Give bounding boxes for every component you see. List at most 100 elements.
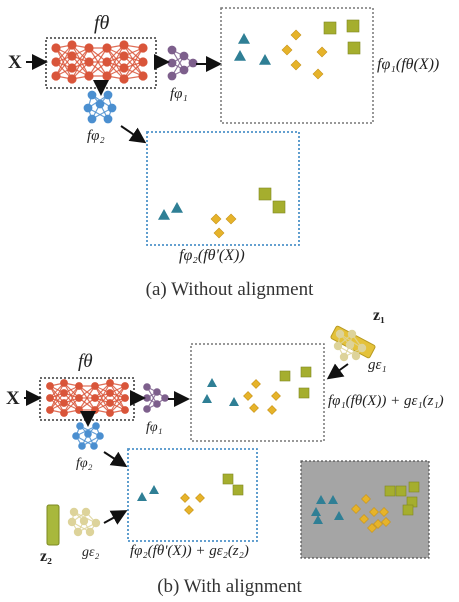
network-node <box>67 51 77 61</box>
diamond-point <box>251 379 261 389</box>
diamond-point <box>373 519 383 529</box>
network-node <box>46 382 54 390</box>
square-point <box>298 387 310 399</box>
diamond-point <box>195 493 205 503</box>
z2-code-bar <box>46 504 60 546</box>
network-edge <box>106 47 125 80</box>
triangle-point <box>259 54 271 65</box>
network-node <box>119 74 129 84</box>
head2-to-output-arrow-b <box>103 451 128 468</box>
panel-b <box>24 325 430 559</box>
network-node <box>106 389 114 397</box>
network-node <box>72 432 80 440</box>
g1-label: gε₁ <box>368 357 387 373</box>
network-node <box>87 114 97 124</box>
network-edge <box>49 382 65 411</box>
triangle-point <box>334 511 344 520</box>
network-node <box>121 382 129 390</box>
network-node <box>60 379 68 387</box>
caption-a: (a) Without alignment <box>145 279 314 300</box>
input-label-b: X <box>6 388 20 409</box>
network-node <box>351 351 361 361</box>
head1-network-b <box>143 383 169 413</box>
generator2-arrow <box>103 510 128 525</box>
network-node <box>67 63 77 73</box>
network-node <box>51 57 61 67</box>
triangle-point <box>238 33 250 44</box>
diamond-point <box>367 523 377 533</box>
network-node <box>91 394 99 402</box>
diamond-point <box>210 213 222 225</box>
head2-label-b: fφ₂ <box>76 456 93 471</box>
diamond-point <box>281 44 293 56</box>
network-node <box>106 379 114 387</box>
panel-a <box>26 7 374 246</box>
square-point <box>300 366 312 378</box>
network-node <box>143 394 151 402</box>
diamond-point <box>271 391 281 401</box>
triangle-point <box>313 515 323 524</box>
network-node <box>73 527 83 537</box>
output1-points-b <box>202 366 312 415</box>
square-point <box>395 485 407 497</box>
network-node <box>357 343 367 353</box>
network-node <box>75 406 83 414</box>
network-edge <box>123 44 144 77</box>
output1-box-a <box>220 7 374 124</box>
head1-label-a: fφ₁ <box>170 86 188 102</box>
triangle-point <box>328 495 338 504</box>
aligned-points <box>311 481 420 533</box>
network-node <box>69 507 79 517</box>
network-edge <box>55 47 73 80</box>
diamond-point <box>243 391 253 401</box>
diamond-point <box>316 46 328 58</box>
network-edge <box>63 385 80 414</box>
output2-points-a <box>158 187 286 239</box>
network-node <box>84 57 94 67</box>
head2-label-a: fφ₂ <box>87 128 105 144</box>
network-node <box>167 45 177 55</box>
diamond-point <box>351 504 361 514</box>
head2-network-a <box>83 90 117 124</box>
output2-box-a <box>146 131 300 246</box>
network-node <box>106 399 114 407</box>
network-node <box>60 409 68 417</box>
network-node <box>106 409 114 417</box>
triangle-point <box>137 492 147 501</box>
network-node <box>339 352 349 362</box>
network-node <box>85 527 95 537</box>
network-node <box>138 71 148 81</box>
network-node <box>345 340 355 350</box>
diamond-point <box>290 59 302 71</box>
network-node <box>67 517 77 527</box>
network-node <box>91 406 99 414</box>
encoder-label-a: fθ <box>94 12 110 34</box>
network-edge <box>123 47 144 80</box>
network-node <box>67 74 77 84</box>
network-edge <box>109 382 126 411</box>
network-edge <box>109 385 126 414</box>
network-node <box>75 382 83 390</box>
network-node <box>161 394 169 402</box>
network-node <box>67 40 77 50</box>
output2-label-b: fφ₂(fθ'(X)) + gε₂(z₂) <box>130 543 249 559</box>
network-node <box>153 400 161 408</box>
triangle-point <box>316 495 326 504</box>
network-node <box>102 43 112 53</box>
diamond-point <box>225 213 237 225</box>
head1-label-b: fφ₁ <box>146 420 163 435</box>
network-node <box>335 329 345 339</box>
network-node <box>81 507 91 517</box>
diamond-point <box>267 405 277 415</box>
input-label-a: X <box>8 52 22 73</box>
square-point <box>347 41 361 55</box>
network-node <box>143 383 151 391</box>
triangle-point <box>234 50 246 61</box>
network-node <box>46 406 54 414</box>
triangle-point <box>311 507 321 516</box>
network-node <box>102 57 112 67</box>
z1-label: z₁ <box>373 307 385 324</box>
network-node <box>84 71 94 81</box>
diamond-point <box>213 227 225 239</box>
